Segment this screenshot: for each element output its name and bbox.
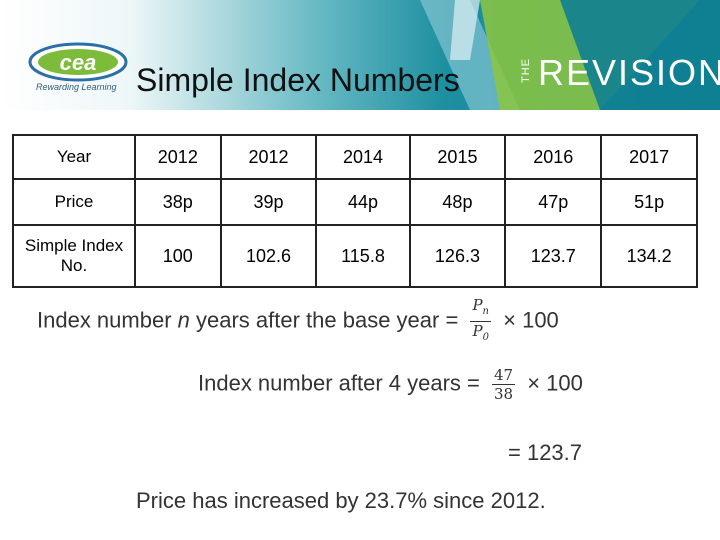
- fraction-denominator: P0: [470, 322, 491, 347]
- table-cell: 126.3: [408, 224, 507, 288]
- table-cell: 2014: [315, 134, 411, 180]
- fraction-numerator: 47: [492, 366, 516, 385]
- cea-tagline: Rewarding Learning: [36, 82, 117, 92]
- table-cell: 38p: [134, 178, 222, 226]
- formula-general: Index number n years after the base year…: [37, 296, 559, 347]
- formula-fraction: 47 38: [492, 366, 516, 403]
- table-cell: 2012: [219, 134, 318, 180]
- table-cell: Simple Index No.: [12, 224, 136, 288]
- denominator-base: P: [472, 322, 483, 340]
- formula-prefix: Index number after 4 years =: [198, 370, 480, 396]
- revision-prefix: THE: [520, 58, 532, 83]
- table-cell: 102.6: [219, 224, 318, 288]
- formula-prefix: Index number: [37, 307, 178, 333]
- cea-logo-fill: [38, 49, 118, 75]
- conclusion-text: Price has increased by 23.7% since 2012.: [136, 488, 546, 513]
- stripe-teal: [560, 0, 720, 110]
- table-cell: 2012: [134, 134, 222, 180]
- stripe-white: [450, 0, 480, 60]
- formula-times: × 100: [527, 370, 583, 396]
- table-cell: Price: [12, 178, 136, 226]
- formula-variable: n: [177, 307, 190, 333]
- table-row-price: Price 38p 39p 44p 48p 47p 51p: [12, 178, 698, 226]
- cea-logo-text: cea: [60, 50, 97, 75]
- table-cell: 123.7: [504, 224, 603, 288]
- table-cell: 100: [134, 224, 222, 288]
- table-cell: 48p: [408, 178, 507, 226]
- table-cell: 47p: [504, 178, 603, 226]
- formula-fraction: Pn P0: [470, 296, 491, 347]
- table-row-index: Simple Index No. 100 102.6 115.8 126.3 1…: [12, 224, 698, 288]
- cea-logo: cea: [28, 42, 128, 82]
- table-row-year: Year 2012 2012 2014 2015 2016 2017: [12, 134, 698, 180]
- table-cell: 51p: [600, 178, 698, 226]
- table-cell: 134.2: [600, 224, 698, 288]
- formula-times: × 100: [503, 307, 559, 333]
- fraction-numerator: Pn: [470, 296, 491, 322]
- formula-specific: Index number after 4 years = 47 38 × 100: [198, 366, 583, 403]
- table-cell: 2017: [600, 134, 698, 180]
- table-cell: Year: [12, 134, 136, 180]
- header-stripes: [420, 0, 720, 110]
- header-banner: cea Rewarding Learning Simple Index Numb…: [0, 0, 720, 110]
- revision-logo: THE REVISION: [520, 52, 720, 96]
- page-title: Simple Index Numbers: [136, 62, 460, 98]
- denominator-subscript: 0: [482, 332, 489, 343]
- table-cell: 39p: [219, 178, 318, 226]
- revision-word: REVISION: [538, 52, 720, 93]
- formula-suffix: years after the base year =: [189, 307, 459, 333]
- table-cell: 2015: [408, 134, 507, 180]
- numerator-base: P: [472, 296, 483, 314]
- index-table: Year 2012 2012 2014 2015 2016 2017 Price…: [12, 134, 698, 288]
- table-cell: 44p: [315, 178, 411, 226]
- result-value: = 123.7: [508, 440, 583, 465]
- table-cell: 115.8: [315, 224, 411, 288]
- numerator-subscript: n: [482, 306, 489, 317]
- fraction-denominator: 38: [494, 385, 514, 403]
- table-cell: 2016: [504, 134, 603, 180]
